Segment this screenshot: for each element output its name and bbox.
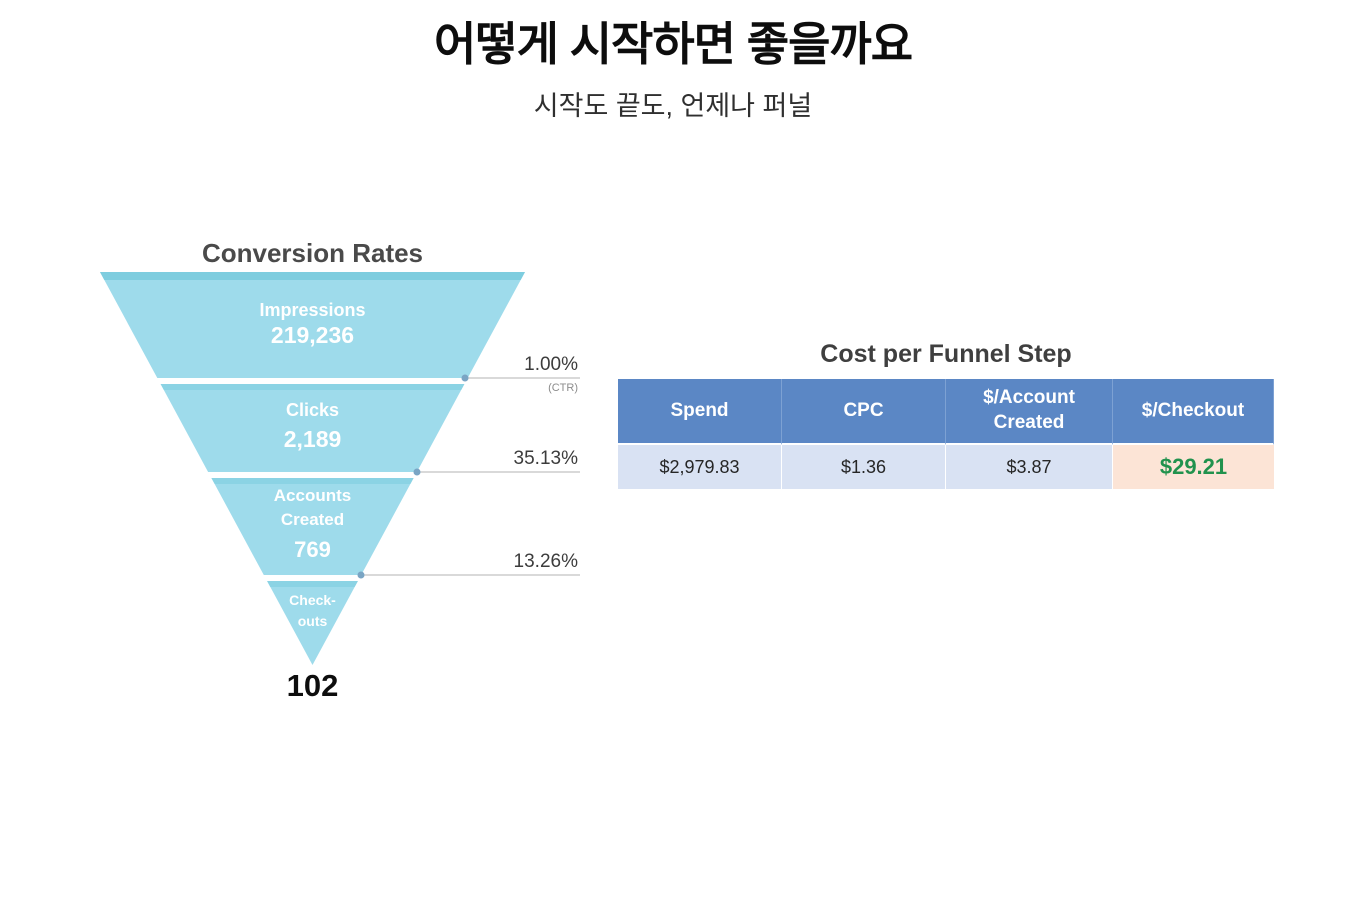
funnel-label-clicks: Clicks [286, 400, 339, 420]
rate3-label: 13.26% [514, 551, 579, 572]
funnel-chart: Impressions 219,236 Clicks 2,189 Account… [100, 272, 580, 665]
funnel-label-accounts-line1: Accounts [274, 486, 351, 505]
rate1-note: (CTR) [548, 382, 578, 394]
table-header-spend: Spend [618, 379, 782, 445]
funnel-segment-impressions [100, 272, 525, 378]
rate1-connector-dot [461, 374, 469, 382]
funnel-segment-checkouts [267, 581, 358, 665]
funnel-segment-impressions-band [100, 272, 525, 280]
rate2-connector-dot [413, 468, 421, 476]
rate3-connector-dot [357, 571, 365, 579]
funnel-value-clicks: 2,189 [284, 426, 342, 452]
funnel-segment-clicks-band [160, 384, 465, 390]
funnel-segment-accounts-band [211, 478, 414, 484]
cost-per-funnel-step-table: Spend CPC $/Account Created $/Checkout $… [618, 379, 1274, 489]
cost-table-title: Cost per Funnel Step [820, 340, 1072, 368]
funnel-value-impressions: 219,236 [271, 322, 354, 348]
funnel-segment-clicks [160, 384, 465, 472]
table-header-cpc: CPC [782, 379, 946, 445]
table-cell-account-created: $3.87 [946, 445, 1113, 489]
funnel-chart-title: Conversion Rates [201, 238, 424, 268]
funnel-label-accounts-line2: Created [281, 510, 344, 529]
funnel-value-accounts: 769 [294, 537, 331, 562]
table-cell-spend: $2,979.83 [618, 445, 782, 489]
table-header-checkout: $/Checkout [1113, 379, 1274, 445]
table-cell-checkout: $29.21 [1113, 445, 1274, 489]
funnel-final-value: 102 [286, 668, 339, 703]
slide-title: 어떻게 시작하면 좋을까요 [433, 18, 913, 70]
funnel-label-checkouts-line2: outs [298, 613, 328, 629]
rate1-label: 1.00% [524, 354, 578, 375]
table-cell-cpc: $1.36 [782, 445, 946, 489]
funnel-label-impressions: Impressions [259, 300, 365, 320]
funnel-label-checkouts-line1: Check- [289, 592, 336, 608]
rate2-label: 35.13% [514, 448, 579, 469]
funnel-segment-checkouts-band [267, 581, 358, 587]
slide-subtitle: 시작도 끝도, 언제나 퍼널 [533, 91, 813, 121]
funnel-segment-accounts [211, 478, 414, 575]
table-header-account-created: $/Account Created [946, 379, 1113, 445]
